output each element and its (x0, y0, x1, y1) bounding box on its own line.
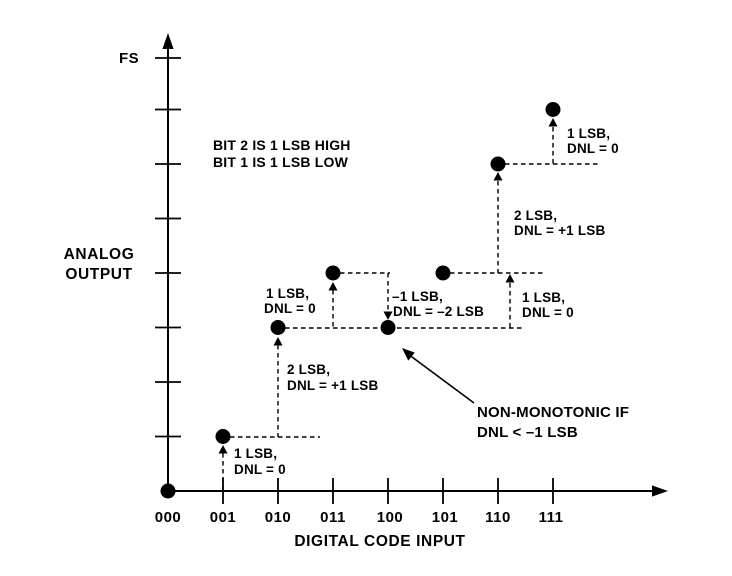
step-label-line2: DNL = –2 LSB (393, 304, 484, 319)
step-label-010-011: 1 LSB, DNL = 0 (264, 286, 316, 316)
data-points (160, 102, 561, 499)
y-axis-title-line2: OUTPUT (65, 266, 132, 283)
step-label-line2: DNL = +1 LSB (514, 223, 605, 238)
step-arrow-101-110 (493, 172, 503, 273)
step-arrow-001-010 (273, 337, 283, 437)
step-arrow-010-011 (328, 282, 338, 328)
nonmonotonic-arrow-line (409, 354, 475, 404)
y-axis-arrow-icon (162, 33, 174, 49)
nonmonotonic-warning-line2: DNL < –1 LSB (477, 424, 578, 441)
data-point-010 (270, 320, 286, 335)
step-arrow-110-111 (548, 118, 558, 164)
x-tick-label-110: 110 (485, 509, 511, 526)
x-tick-label-001: 001 (210, 509, 237, 526)
step-label-101-110: 2 LSB, DNL = +1 LSB (514, 208, 605, 238)
x-axis-title: DIGITAL CODE INPUT (294, 533, 465, 550)
bit-error-note-line1: BIT 2 IS 1 LSB HIGH (213, 137, 351, 153)
bit-error-note: BIT 2 IS 1 LSB HIGH BIT 1 IS 1 LSB LOW (213, 137, 351, 170)
y-axis-title: ANALOG OUTPUT (64, 246, 135, 283)
nonmonotonic-callout: NON-MONOTONIC IF DNL < –1 LSB (402, 348, 629, 441)
step-label-line1: 2 LSB, (287, 362, 330, 377)
data-point-011 (325, 265, 341, 281)
step-label-line2: DNL = 0 (264, 301, 316, 316)
down-arrow-icon (383, 311, 393, 320)
data-point-100 (380, 320, 396, 335)
step-label-line1: 1 LSB, (522, 290, 565, 305)
x-tick-labels: 000 001 010 011 100 101 110 111 (155, 509, 564, 526)
step-arrow-011-100 (383, 273, 393, 320)
step-label-line2: DNL = 0 (522, 305, 574, 320)
step-label-line1: 1 LSB, (266, 286, 309, 301)
data-point-111 (545, 102, 561, 117)
x-tick-label-000: 000 (155, 509, 182, 526)
up-arrow-icon (493, 172, 503, 181)
x-axis: 000 001 010 011 100 101 110 111 DIGITAL … (155, 478, 668, 550)
step-label-011-100: –1 LSB, DNL = –2 LSB (392, 289, 484, 319)
step-label-000-001: 1 LSB, DNL = 0 (234, 446, 286, 477)
x-axis-ticks (222, 478, 554, 504)
x-axis-arrow-icon (652, 485, 668, 497)
nonmonotonic-warning-line1: NON-MONOTONIC IF (477, 404, 629, 421)
step-label-100-101: 1 LSB, DNL = 0 (522, 290, 574, 320)
step-label-line1: 1 LSB, (567, 126, 610, 141)
y-axis: FS ANALOG OUTPUT (64, 33, 181, 491)
up-arrow-icon (505, 274, 515, 283)
x-tick-label-111: 111 (539, 509, 564, 526)
up-arrow-icon (218, 445, 228, 454)
x-tick-label-100: 100 (377, 509, 404, 526)
up-arrow-icon (273, 337, 283, 346)
step-label-line2: DNL = +1 LSB (287, 378, 378, 393)
step-label-110-111: 1 LSB, DNL = 0 (567, 126, 619, 156)
step-labels: 1 LSB, DNL = 0 2 LSB, DNL = +1 LSB 1 LSB… (234, 126, 619, 477)
step-arrow-100-101 (505, 274, 515, 328)
bit-error-note-line2: BIT 1 IS 1 LSB LOW (213, 154, 349, 170)
step-dashed-lines (218, 118, 600, 491)
x-tick-label-101: 101 (432, 509, 459, 526)
x-tick-label-011: 011 (320, 509, 346, 526)
nonmonotonic-arrow-icon (402, 348, 415, 361)
y-axis-ticks (155, 57, 181, 438)
data-point-101 (435, 265, 451, 281)
step-label-001-010: 2 LSB, DNL = +1 LSB (287, 362, 378, 393)
data-point-110 (490, 156, 506, 172)
data-point-001 (215, 429, 231, 444)
step-label-line2: DNL = 0 (234, 462, 286, 477)
full-scale-label: FS (119, 50, 139, 67)
y-axis-title-line1: ANALOG (64, 246, 135, 263)
up-arrow-icon (328, 282, 338, 291)
step-label-line2: DNL = 0 (567, 141, 619, 156)
step-arrow-000-001 (218, 445, 228, 491)
step-label-line1: 2 LSB, (514, 208, 557, 223)
step-label-line1: 1 LSB, (234, 446, 277, 461)
up-arrow-icon (548, 118, 558, 127)
step-label-line1: –1 LSB, (392, 289, 443, 304)
x-tick-label-010: 010 (265, 509, 292, 526)
data-point-000 (160, 483, 176, 499)
